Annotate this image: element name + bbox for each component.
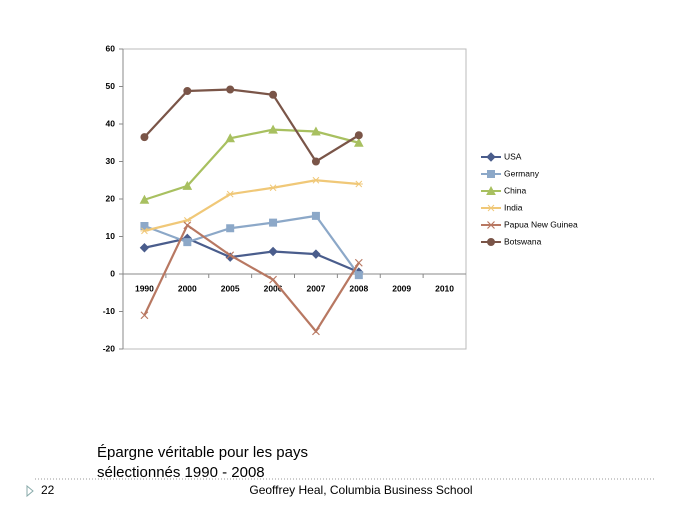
x-tick-label: 2000	[178, 283, 197, 293]
marker	[487, 170, 495, 178]
marker	[182, 180, 193, 190]
marker	[225, 133, 236, 143]
marker	[269, 218, 278, 227]
marker	[312, 327, 320, 336]
y-tick-label: 20	[106, 193, 116, 203]
legend-label: Germany	[504, 168, 540, 178]
y-tick-label: 50	[106, 81, 116, 91]
x-tick-label: 2009	[392, 283, 411, 293]
x-tick-label: 2005	[221, 283, 240, 293]
marker	[226, 85, 235, 94]
y-tick-label: 10	[106, 231, 116, 241]
x-tick-label: 2010	[435, 283, 454, 293]
marker	[311, 126, 321, 136]
marker	[487, 221, 495, 229]
marker	[140, 133, 149, 142]
marker	[226, 251, 235, 260]
marker	[226, 190, 235, 198]
marker	[354, 258, 363, 267]
caption-line: Épargne véritable pour les pays	[97, 444, 308, 461]
series-line	[144, 128, 360, 201]
y-tick-label: -20	[103, 343, 116, 353]
bullet-arrow	[26, 484, 34, 498]
marker	[268, 246, 278, 257]
series-line	[143, 88, 360, 164]
y-tick-label: -10	[103, 306, 116, 316]
marker	[183, 238, 192, 247]
y-tick-label: 40	[106, 118, 116, 128]
marker	[311, 157, 320, 166]
legend-label: Papua New Guinea	[504, 219, 578, 229]
marker	[183, 87, 192, 95]
x-tick-label: 2006	[264, 283, 283, 293]
legend-label: China	[504, 185, 526, 195]
marker	[311, 249, 321, 259]
marker	[139, 194, 150, 204]
x-tick-label: 2008	[349, 283, 368, 293]
marker	[183, 221, 192, 230]
marker	[226, 224, 235, 233]
marker	[353, 137, 364, 147]
y-tick-label: 0	[110, 268, 115, 278]
marker	[183, 217, 192, 224]
y-tick-label: 60	[106, 43, 116, 53]
legend-label: India	[504, 202, 523, 212]
legend-label: Botswana	[504, 236, 542, 246]
page-number: 22	[41, 483, 55, 497]
marker	[139, 243, 150, 253]
marker	[269, 90, 278, 99]
marker	[140, 222, 149, 230]
marker	[486, 185, 496, 195]
caption-line: sélectionnés 1990 - 2008	[97, 464, 265, 481]
y-tick-label: 30	[106, 156, 116, 166]
marker	[487, 238, 495, 246]
legend-label: USA	[504, 151, 522, 161]
marker	[140, 227, 149, 235]
marker	[486, 152, 496, 162]
marker	[354, 271, 363, 280]
marker	[268, 124, 278, 134]
marker	[140, 311, 149, 320]
marker	[269, 275, 277, 284]
series-line	[143, 223, 360, 334]
x-tick-label: 1990	[135, 283, 154, 293]
marker	[269, 184, 278, 192]
marker	[311, 176, 320, 184]
footer-text: Geoffrey Heal, Columbia Business School	[249, 483, 472, 497]
marker	[487, 204, 495, 212]
marker	[311, 211, 320, 220]
marker	[354, 180, 363, 188]
marker	[354, 131, 363, 140]
series-line	[144, 179, 359, 232]
x-tick-label: 2007	[306, 283, 325, 293]
